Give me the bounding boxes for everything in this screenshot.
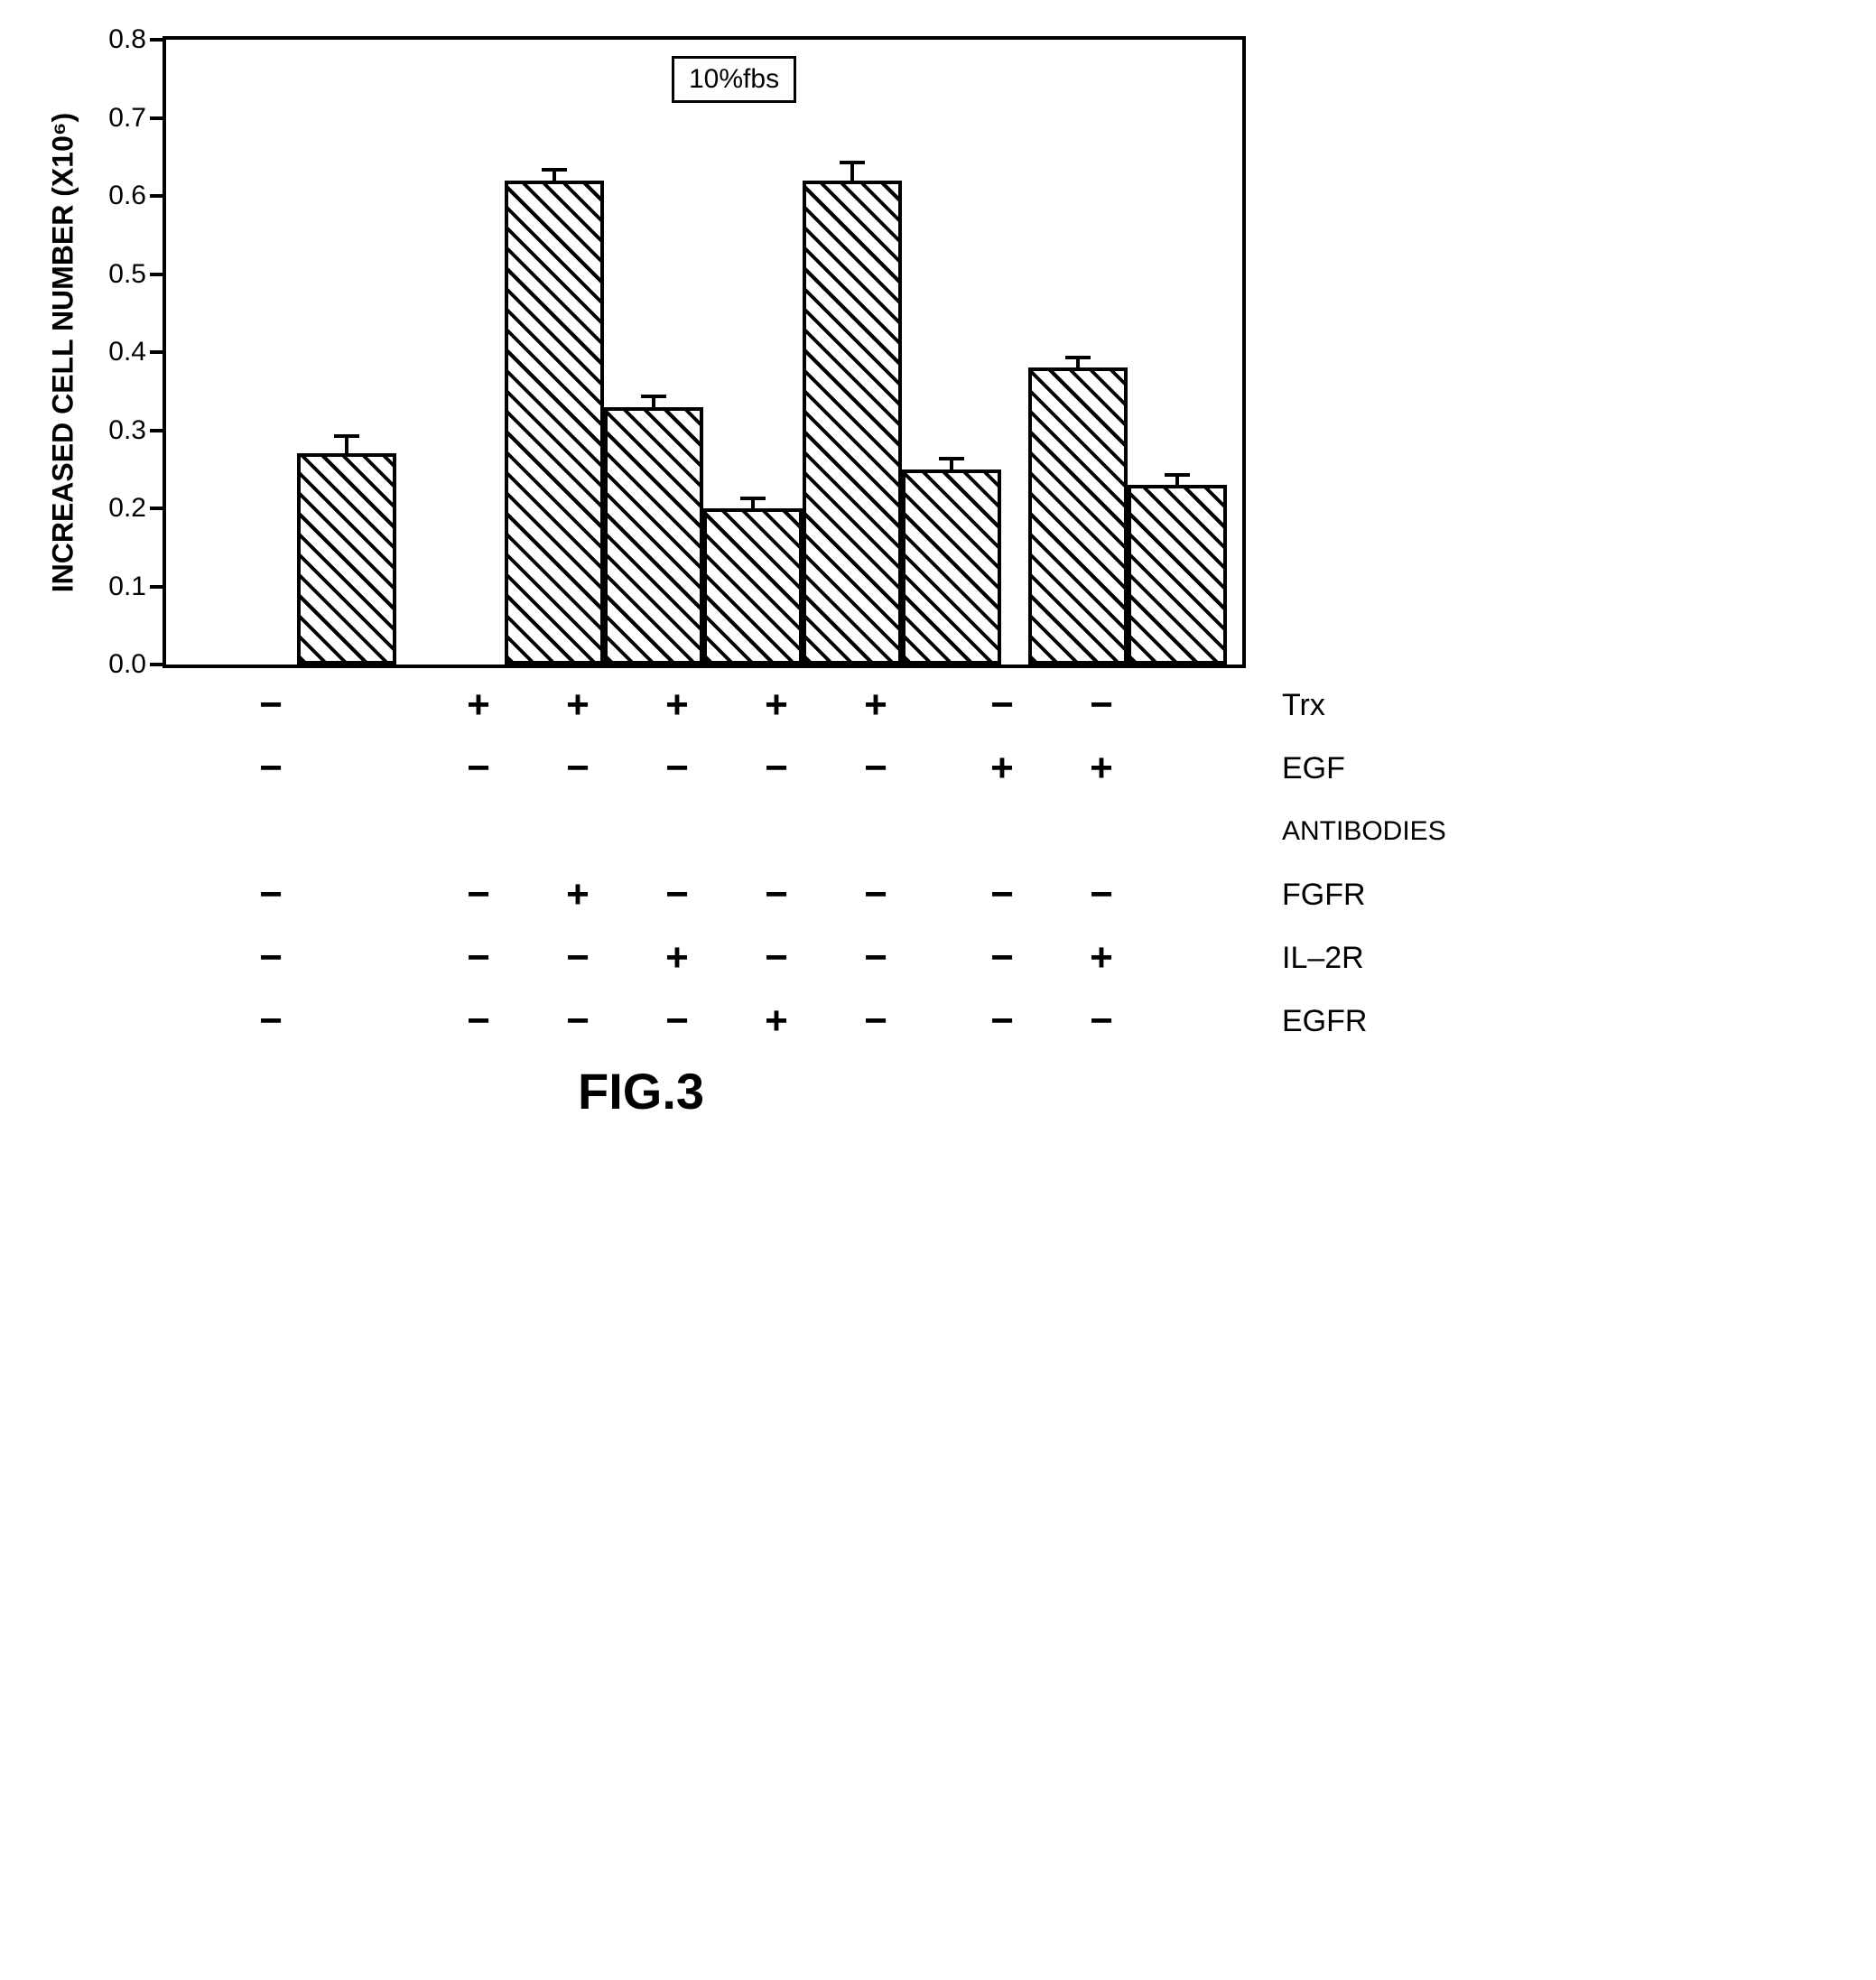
ytick-mark [150,38,163,42]
bar [803,181,902,665]
condition-mark: − [467,746,490,791]
ytick-label: 0.4 [108,337,146,367]
condition-row-label: EGF [1282,737,1446,800]
condition-mark: − [259,999,283,1044]
condition-mark: − [259,872,283,917]
condition-mark: − [665,999,689,1044]
condition-mark: + [1090,935,1113,981]
condition-mark: − [467,999,490,1044]
bar [297,453,396,665]
ytick-label: 0.7 [108,103,146,134]
error-bar-cap [840,161,865,164]
condition-row: − − − − − − + + [90,737,1174,800]
condition-mark: − [259,746,283,791]
error-bar-cap [641,395,666,398]
error-bar-cap [1065,356,1091,359]
condition-mark: − [990,872,1014,917]
ytick-mark [150,116,163,120]
condition-mark: + [765,683,788,728]
condition-mark: + [566,683,590,728]
bar [604,407,703,665]
condition-mark: + [566,872,590,917]
ytick-label: 0.8 [108,24,146,55]
condition-row [90,800,1174,863]
condition-mark: − [467,872,490,917]
condition-row-label: EGFR [1282,990,1446,1053]
plot-and-yaxis: 0.00.10.20.30.40.50.60.70.8 10%fbs [90,36,1246,668]
condition-mark: − [765,935,788,981]
condition-mark: − [566,935,590,981]
plot-area: 10%fbs [163,36,1246,668]
bar [1028,367,1128,665]
condition-mark: − [1090,999,1113,1044]
ytick-label: 0.2 [108,493,146,524]
ytick-mark [150,663,163,666]
condition-mark: − [864,999,887,1044]
ytick-label: 0.5 [108,259,146,290]
condition-row-label: FGFR [1282,863,1446,926]
ytick-mark [150,273,163,276]
bar [505,181,604,665]
error-bar-cap [1165,473,1190,477]
y-axis: 0.00.10.20.30.40.50.60.70.8 [90,36,163,668]
condition-mark: − [259,935,283,981]
legend-box: 10%fbs [672,56,796,103]
figure-container: INCREASED CELL NUMBER (X10⁶) 0.00.10.20.… [36,36,1840,1120]
error-bar-cap [939,457,964,460]
condition-mark: − [990,999,1014,1044]
condition-grid: − + + + + + − − − − − − − − + + − − + − − − − − − − − + − − − + − − − − + − − − [90,674,1174,1053]
error-bar-cap [740,497,766,500]
ytick-mark [150,585,163,589]
condition-row: − + + + + + − − [90,674,1174,737]
ytick-mark [150,350,163,354]
ytick-mark [150,507,163,510]
condition-mark: − [864,872,887,917]
ytick-label: 0.6 [108,181,146,211]
condition-mark: + [665,935,689,981]
condition-mark: − [990,935,1014,981]
error-bar-cap [334,434,359,438]
ytick-label: 0.3 [108,415,146,446]
condition-mark: − [864,935,887,981]
bar [1128,485,1227,665]
condition-mark: − [665,872,689,917]
condition-mark: + [1090,746,1113,791]
condition-row-labels: TrxEGFANTIBODIESFGFRIL–2REGFR [1282,674,1446,1053]
ytick-mark [150,429,163,432]
condition-mark: − [566,746,590,791]
bar [902,469,1001,665]
condition-row-label: Trx [1282,674,1446,737]
error-bar-cap [542,168,567,172]
condition-mark: + [765,999,788,1044]
chart-column: 0.00.10.20.30.40.50.60.70.8 10%fbs −++++… [90,36,1246,1120]
condition-mark: − [765,872,788,917]
condition-mark: − [765,746,788,791]
condition-mark: − [990,683,1014,728]
ytick-mark [150,194,163,198]
condition-mark: − [566,999,590,1044]
figure-label: FIG.3 [578,1062,1246,1120]
condition-mark: + [990,746,1014,791]
bar [703,508,803,665]
condition-row: − − − + − − − + [90,926,1174,990]
condition-row: − − + − − − − − [90,863,1174,926]
condition-mark: − [1090,872,1113,917]
y-axis-label: INCREASED CELL NUMBER (X10⁶) [47,112,80,592]
y-axis-label-container: INCREASED CELL NUMBER (X10⁶) [36,36,90,668]
condition-mark: − [665,746,689,791]
condition-mark: − [1090,683,1113,728]
condition-mark: + [864,683,887,728]
condition-row-label: IL–2R [1282,926,1446,990]
ytick-label: 0.1 [108,572,146,602]
condition-mark: + [467,683,490,728]
condition-mark: − [864,746,887,791]
condition-mark: + [665,683,689,728]
condition-mark: − [467,935,490,981]
condition-row: − − − − + − − − [90,990,1174,1053]
condition-mark: − [259,683,283,728]
condition-row-label: ANTIBODIES [1282,800,1446,863]
